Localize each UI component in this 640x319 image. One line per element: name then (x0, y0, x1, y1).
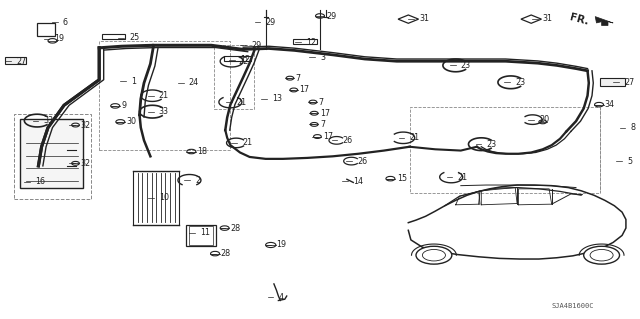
Text: 19: 19 (276, 241, 287, 249)
Text: 34: 34 (605, 100, 615, 109)
Text: 5: 5 (627, 157, 632, 166)
Text: 33: 33 (44, 116, 54, 125)
Text: 1: 1 (131, 77, 136, 86)
Text: 28: 28 (230, 224, 241, 233)
Text: 9: 9 (122, 101, 127, 110)
Bar (214, 45, 254, 109)
Bar (102, 34, 125, 39)
Bar (14, 114, 91, 199)
Text: 16: 16 (35, 177, 45, 186)
Text: 8: 8 (630, 123, 636, 132)
Text: 22: 22 (238, 57, 248, 66)
Text: 28: 28 (221, 249, 231, 258)
Bar (99, 41, 230, 150)
Text: 17: 17 (300, 85, 310, 94)
Text: 26: 26 (342, 136, 353, 145)
Text: 14: 14 (353, 177, 364, 186)
Text: 13: 13 (272, 94, 282, 103)
Text: 21: 21 (458, 173, 468, 182)
Text: 23: 23 (486, 140, 497, 149)
Text: 25: 25 (129, 33, 140, 42)
Text: 4: 4 (278, 293, 284, 302)
Bar (20, 119, 83, 188)
Text: FR.: FR. (569, 12, 590, 27)
Text: 32: 32 (80, 121, 90, 130)
Text: 33: 33 (159, 107, 169, 116)
Circle shape (416, 246, 452, 264)
Bar (600, 78, 625, 86)
Text: 30: 30 (127, 117, 137, 126)
Text: 31: 31 (543, 14, 553, 23)
Text: 29: 29 (251, 41, 261, 50)
Text: 21: 21 (159, 91, 169, 100)
Text: 7: 7 (319, 98, 324, 107)
Text: 6: 6 (63, 18, 68, 27)
Text: 11: 11 (200, 228, 210, 237)
Bar (293, 39, 317, 44)
Text: 27: 27 (16, 57, 26, 66)
Text: 19: 19 (54, 34, 65, 43)
Text: 23: 23 (461, 61, 471, 70)
Bar (410, 107, 600, 193)
Bar (224, 56, 251, 61)
Text: 21: 21 (410, 133, 420, 142)
Text: 21: 21 (237, 98, 247, 107)
Text: 23: 23 (515, 78, 525, 87)
Text: 17: 17 (320, 109, 330, 118)
Polygon shape (595, 17, 613, 26)
Text: 2: 2 (195, 176, 200, 185)
Text: 27: 27 (624, 78, 634, 87)
Text: 31: 31 (419, 14, 429, 23)
Text: 7: 7 (296, 74, 301, 83)
Bar (186, 225, 216, 246)
Text: 7: 7 (320, 120, 325, 129)
Text: 3: 3 (320, 53, 325, 62)
Text: 32: 32 (80, 159, 90, 168)
Text: SJA4B1600C: SJA4B1600C (552, 303, 594, 308)
Text: 29: 29 (266, 18, 276, 27)
Text: 18: 18 (197, 147, 207, 156)
Bar (37, 23, 55, 36)
Text: 17: 17 (323, 132, 333, 141)
Bar (189, 226, 213, 245)
Bar (5, 57, 26, 64)
Text: 21: 21 (242, 138, 252, 147)
Text: 10: 10 (159, 193, 169, 202)
Text: 15: 15 (397, 174, 407, 183)
Text: 29: 29 (326, 12, 337, 21)
Circle shape (584, 246, 620, 264)
Text: 26: 26 (357, 157, 367, 166)
Text: 24: 24 (189, 78, 199, 87)
Text: 12: 12 (240, 56, 250, 64)
Text: 20: 20 (539, 115, 549, 124)
Text: 12: 12 (306, 38, 316, 47)
